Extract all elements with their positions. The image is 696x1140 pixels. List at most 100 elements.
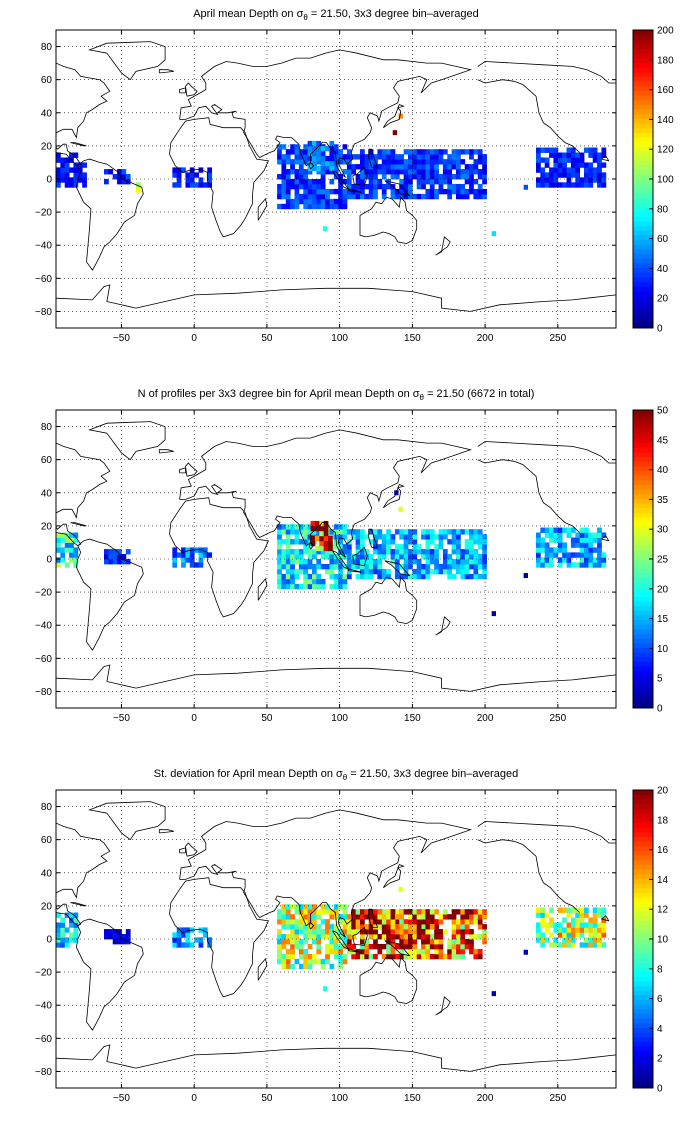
data-bin: [298, 179, 304, 185]
data-bin: [597, 937, 602, 943]
data-bin: [73, 922, 79, 928]
data-bin: [442, 149, 448, 155]
data-bin: [456, 943, 461, 950]
x-tick-label: 150: [404, 1093, 421, 1104]
data-bin: [281, 529, 287, 535]
data-bin: [338, 174, 343, 180]
data-bin: [316, 169, 322, 175]
data-bin: [416, 919, 422, 925]
data-bin: [338, 549, 343, 555]
data-bin: [290, 963, 295, 970]
data-bin: [360, 953, 365, 960]
data-bin: [562, 552, 567, 558]
data-bin: [394, 929, 400, 935]
data-bin: [355, 154, 361, 160]
data-bin: [386, 919, 391, 925]
data-bin: [364, 914, 370, 920]
data-bin: [316, 559, 322, 565]
data-bin: [290, 943, 295, 950]
data-bin: [290, 939, 295, 945]
data-bin: [377, 559, 383, 565]
data-bin: [549, 557, 554, 563]
data-bin: [429, 909, 435, 915]
data-bin: [69, 152, 74, 158]
data-bin: [566, 177, 572, 183]
data-bin: [601, 162, 607, 168]
y-tick-label: 60: [41, 75, 53, 86]
data-bin: [307, 559, 313, 565]
data-bin: [394, 554, 400, 560]
data-bin: [285, 568, 291, 575]
colorbar-segment: [633, 1078, 653, 1084]
x-tick-label: 150: [404, 333, 421, 344]
colorbar-tick-label: 20: [657, 294, 669, 305]
data-bin: [394, 549, 400, 555]
data-bin: [575, 157, 581, 163]
data-bin: [421, 164, 426, 170]
data-bin: [320, 904, 326, 910]
data-bin: [312, 924, 317, 930]
data-bin: [189, 557, 195, 563]
colorbar-segment: [633, 600, 653, 607]
colorbar-tick-label: 45: [657, 435, 669, 446]
colorbar-tick-label: 180: [657, 55, 674, 66]
data-bin: [425, 914, 431, 920]
data-bin: [329, 549, 335, 555]
data-bin: [290, 948, 295, 955]
data-bin: [329, 963, 335, 970]
data-bin: [64, 547, 70, 553]
data-bin: [438, 544, 444, 550]
data-bin: [442, 554, 448, 560]
data-bin: [434, 934, 439, 940]
data-bin: [421, 179, 426, 185]
data-bin: [64, 542, 70, 548]
data-bin: [310, 525, 316, 532]
data-bin: [342, 529, 348, 535]
data-bin: [285, 198, 291, 205]
data-bin: [73, 937, 79, 943]
data-bin: [477, 914, 483, 920]
x-tick-label: 100: [331, 333, 348, 344]
data-bin: [56, 932, 61, 938]
data-bin: [434, 149, 439, 155]
data-bin: [575, 552, 581, 558]
data-bin: [307, 539, 313, 545]
data-bin: [312, 958, 317, 965]
data-bin: [303, 924, 309, 930]
data-bin: [290, 578, 295, 585]
data-bin: [285, 554, 291, 560]
data-bin: [281, 144, 287, 150]
data-bin: [579, 177, 585, 183]
data-bin: [412, 559, 418, 565]
data-bin: [460, 169, 466, 175]
data-bin: [588, 182, 594, 188]
colorbar-segment: [633, 1064, 653, 1070]
data-bin: [412, 534, 418, 540]
data-bin: [584, 557, 589, 563]
data-bin: [77, 162, 83, 168]
data-bin: [464, 909, 470, 915]
data-bin: [394, 193, 400, 200]
data-bin: [592, 177, 598, 183]
data-bin: [477, 953, 483, 960]
data-bin: [312, 188, 317, 195]
colorbar-segment: [633, 239, 653, 245]
data-bin: [597, 927, 602, 933]
data-bin: [429, 188, 435, 195]
data-bin: [325, 554, 330, 560]
data-bin: [390, 164, 396, 170]
data-bin: [207, 172, 213, 178]
data-bin: [290, 583, 295, 590]
data-bin: [469, 534, 474, 540]
data-bin: [473, 563, 479, 570]
data-bin: [277, 144, 282, 150]
data-bin: [460, 948, 466, 955]
data-bin: [447, 174, 453, 180]
data-bin: [69, 922, 74, 928]
data-bin: [325, 145, 330, 152]
data-bin: [584, 562, 589, 568]
data-bin: [333, 534, 339, 540]
data-bin: [290, 144, 295, 150]
data-bin: [198, 552, 204, 558]
data-bin: [460, 929, 466, 935]
